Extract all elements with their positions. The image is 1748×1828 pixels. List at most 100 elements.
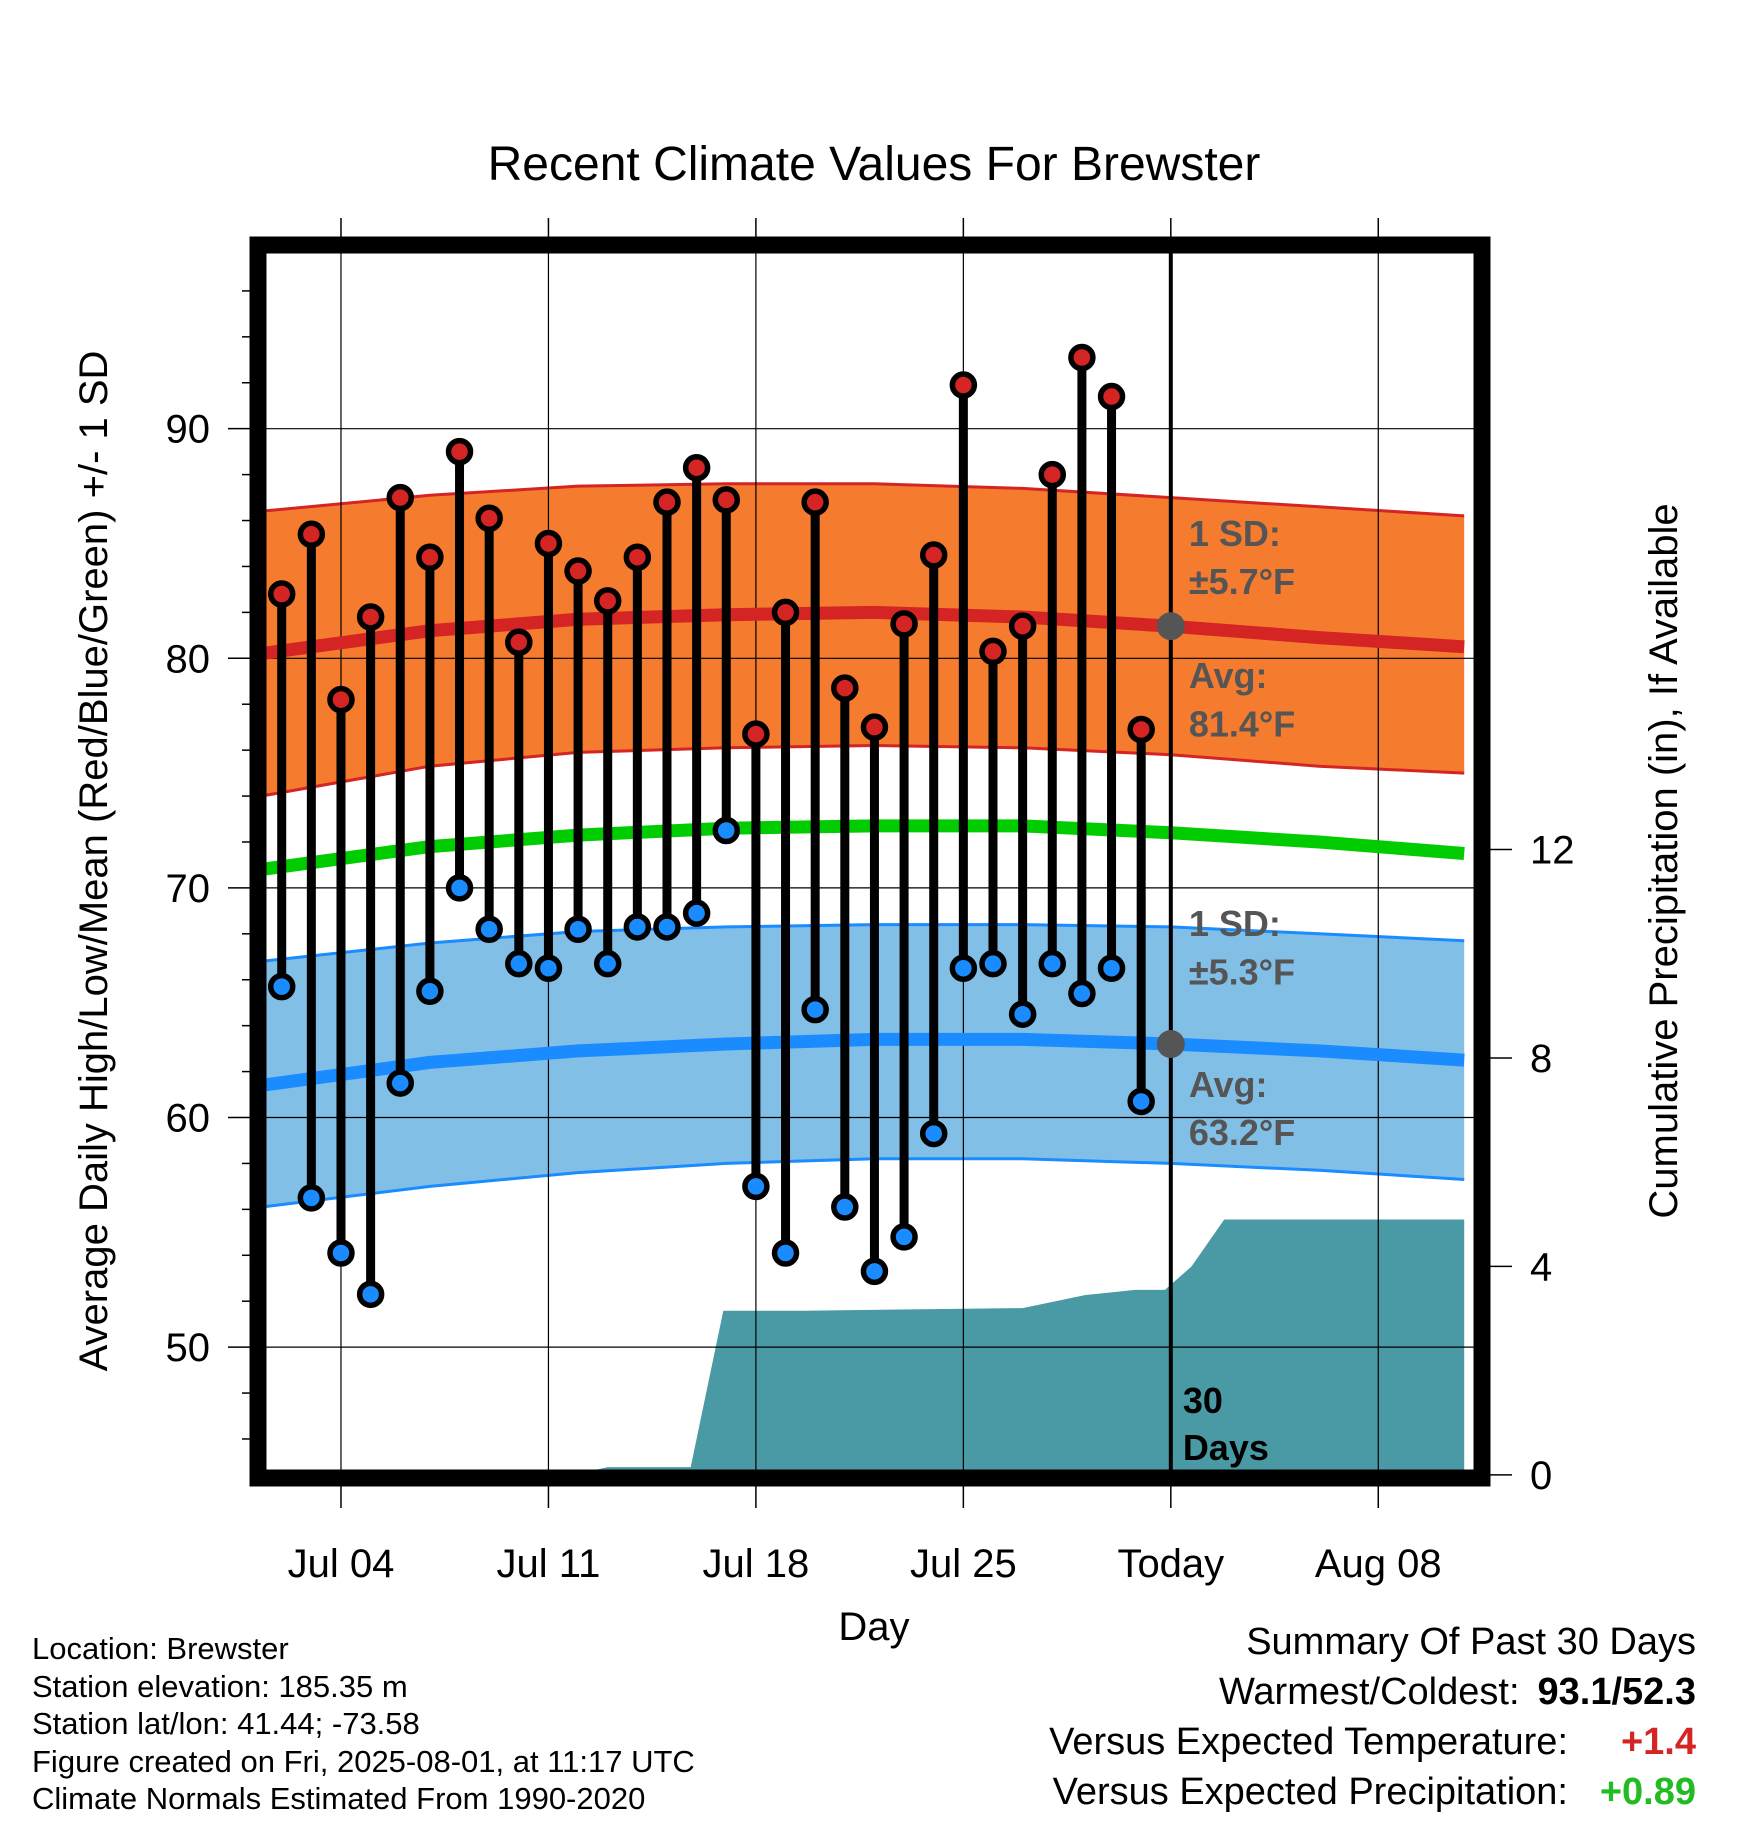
x-tick-label: Jul 11 bbox=[497, 1542, 601, 1586]
daily-low-point bbox=[712, 816, 741, 845]
daily-low-point bbox=[1097, 954, 1126, 983]
daily-low-point bbox=[505, 949, 533, 978]
daily-high-point bbox=[593, 587, 622, 615]
daily-low-point bbox=[1068, 979, 1096, 1008]
daily-low-point bbox=[771, 1239, 800, 1267]
y-tick-label: 70 bbox=[166, 867, 211, 911]
today-days-word: Days bbox=[1183, 1427, 1269, 1468]
daily-high-point bbox=[771, 598, 800, 627]
daily-low-point bbox=[297, 1184, 326, 1212]
daily-low-point bbox=[1008, 1000, 1037, 1028]
daily-low-point bbox=[831, 1193, 859, 1221]
daily-low-point bbox=[564, 915, 592, 943]
normal-high-line bbox=[260, 605, 1465, 661]
daily-high-point bbox=[534, 529, 563, 558]
daily-low-point bbox=[623, 913, 652, 941]
daily-high-point bbox=[742, 720, 770, 748]
daily-high-point bbox=[1038, 460, 1067, 489]
daily-high-point bbox=[682, 453, 711, 482]
daily-high-point bbox=[890, 610, 918, 638]
daily-high-point bbox=[564, 557, 592, 585]
daily-high-point bbox=[1008, 612, 1037, 640]
daily-high-point bbox=[297, 520, 326, 549]
daily-high-point bbox=[445, 437, 474, 466]
y2-tick-label: 4 bbox=[1530, 1245, 1552, 1289]
x-axis-label: Day bbox=[838, 1605, 909, 1649]
daily-low-point bbox=[534, 954, 563, 983]
daily-bars bbox=[267, 343, 1155, 1309]
summary-title: Summary Of Past 30 Days bbox=[1246, 1621, 1696, 1663]
daily-high-point bbox=[356, 603, 385, 631]
daily-low-point bbox=[979, 949, 1007, 978]
daily-high-point bbox=[860, 713, 889, 741]
elevation-text: Station elevation: 185.35 m bbox=[32, 1668, 408, 1704]
y-tick-label: 50 bbox=[166, 1326, 211, 1370]
plot-frame bbox=[249, 236, 1491, 1487]
plot-area bbox=[258, 245, 1482, 1478]
low-sd-band bbox=[261, 924, 1465, 1208]
precip-label: Versus Expected Precipitation: bbox=[1052, 1771, 1568, 1813]
y-axis-label: Average Daily High/Low/Mean (Red/Blue/Gr… bbox=[72, 351, 116, 1372]
daily-low-point bbox=[801, 995, 829, 1024]
daily-high-point bbox=[327, 685, 355, 714]
daily-low-point bbox=[267, 972, 296, 1001]
high-avg-title: Avg: bbox=[1189, 655, 1268, 696]
daily-low-point bbox=[1127, 1087, 1155, 1116]
high-sd-title: 1 SD: bbox=[1189, 513, 1281, 554]
daily-high-point bbox=[623, 543, 652, 572]
daily-high-point bbox=[949, 371, 978, 399]
high-sd-value: ±5.7°F bbox=[1189, 561, 1295, 602]
daily-low-point bbox=[327, 1239, 355, 1267]
daily-low-point bbox=[593, 949, 622, 978]
x-tick-label: Jul 18 bbox=[703, 1542, 810, 1586]
normals-text: Climate Normals Estimated From 1990-2020 bbox=[32, 1781, 646, 1816]
low-avg-title: Avg: bbox=[1189, 1064, 1268, 1105]
daily-high-point bbox=[1127, 715, 1155, 744]
y2-axis-label: Cumulative Precipitation (in), If Availa… bbox=[1642, 503, 1686, 1218]
summary-row-precip: Versus Expected Precipitation: +0.89 bbox=[1049, 1767, 1696, 1817]
daily-high-point bbox=[712, 486, 741, 514]
location-text: Location: Brewster bbox=[32, 1631, 289, 1666]
daily-low-point bbox=[682, 899, 711, 927]
daily-high-point bbox=[505, 628, 533, 656]
warmest-coldest-label: Warmest/Coldest: bbox=[1218, 1671, 1520, 1713]
daily-high-point bbox=[831, 674, 859, 702]
normal-mean-line bbox=[260, 819, 1465, 876]
daily-high-point bbox=[1068, 343, 1096, 372]
high-avg-marker bbox=[1156, 612, 1185, 641]
y-tick-label: 80 bbox=[166, 637, 211, 681]
x-tick-label: Aug 08 bbox=[1315, 1542, 1442, 1586]
station-info: Location: Brewster Station elevation: 18… bbox=[32, 1630, 695, 1818]
y2-tick-label: 0 bbox=[1530, 1454, 1552, 1498]
daily-low-point bbox=[919, 1119, 948, 1148]
y-tick-label: 60 bbox=[166, 1097, 211, 1141]
precip-value: +0.89 bbox=[1599, 1771, 1696, 1813]
daily-low-point bbox=[416, 977, 444, 1005]
daily-low-point bbox=[1038, 949, 1067, 978]
daily-low-point bbox=[475, 915, 503, 943]
y2-tick-label: 8 bbox=[1530, 1037, 1552, 1081]
daily-high-point bbox=[979, 637, 1007, 666]
daily-low-point bbox=[860, 1257, 889, 1286]
precip-area bbox=[261, 1219, 1465, 1478]
daily-low-point bbox=[356, 1280, 385, 1309]
daily-low-point bbox=[742, 1172, 770, 1201]
summary-row-warmest: Warmest/Coldest: 93.1/52.3 bbox=[1049, 1667, 1696, 1717]
warmest-coldest-value: 93.1/52.3 bbox=[1537, 1671, 1696, 1713]
daily-high-point bbox=[653, 488, 681, 516]
x-tick-label: Jul 04 bbox=[288, 1542, 395, 1586]
daily-high-point bbox=[801, 488, 829, 516]
high-avg-value: 81.4°F bbox=[1189, 703, 1295, 744]
summary-row-temp: Versus Expected Temperature: +1.4 bbox=[1049, 1717, 1696, 1767]
daily-high-point bbox=[416, 543, 444, 572]
daily-low-point bbox=[890, 1223, 918, 1251]
daily-high-point bbox=[1097, 382, 1126, 411]
daily-low-point bbox=[386, 1069, 415, 1097]
high-sd-upper-line bbox=[260, 482, 1465, 518]
x-tick-label: Jul 25 bbox=[910, 1542, 1017, 1586]
summary-panel: Summary Of Past 30 Days Warmest/Coldest:… bbox=[1049, 1617, 1696, 1817]
y-tick-label: 90 bbox=[166, 408, 211, 452]
x-tick-label: Today bbox=[1117, 1542, 1224, 1586]
chart-title: Recent Climate Values For Brewster bbox=[488, 138, 1261, 191]
